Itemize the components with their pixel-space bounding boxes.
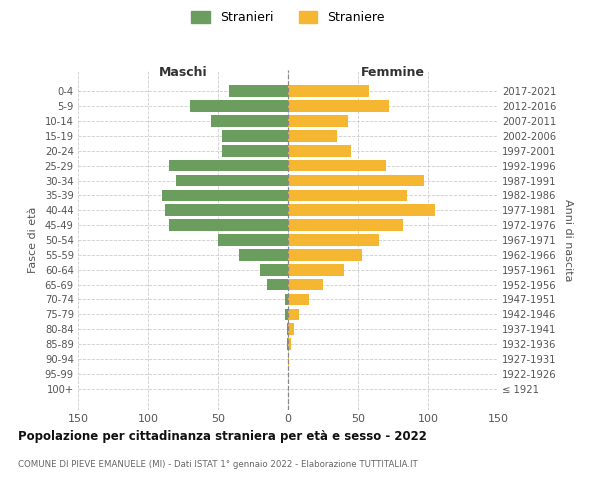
Bar [285,294,288,306]
Legend: Stranieri, Straniere: Stranieri, Straniere [191,11,385,24]
Bar [288,353,289,365]
Bar [260,264,288,276]
Bar [288,100,389,112]
Bar [288,264,344,276]
Y-axis label: Anni di nascita: Anni di nascita [563,198,574,281]
Bar [222,130,288,141]
Bar [165,204,288,216]
Bar [229,86,288,97]
Bar [169,160,288,172]
Bar [218,234,288,246]
Bar [287,324,288,335]
Bar [288,324,293,335]
Bar [288,234,379,246]
Bar [288,115,348,127]
Bar [288,279,323,290]
Bar [288,204,435,216]
Bar [288,338,291,350]
Text: Femmine: Femmine [361,66,425,80]
Bar [211,115,288,127]
Bar [288,249,362,260]
Bar [162,190,288,201]
Bar [288,174,424,186]
Bar [288,308,299,320]
Bar [169,220,288,231]
Bar [190,100,288,112]
Text: Popolazione per cittadinanza straniera per età e sesso - 2022: Popolazione per cittadinanza straniera p… [18,430,427,443]
Text: COMUNE DI PIEVE EMANUELE (MI) - Dati ISTAT 1° gennaio 2022 - Elaborazione TUTTIT: COMUNE DI PIEVE EMANUELE (MI) - Dati IST… [18,460,418,469]
Bar [288,145,351,156]
Bar [288,220,403,231]
Text: Maschi: Maschi [158,66,208,80]
Bar [267,279,288,290]
Bar [288,130,337,141]
Y-axis label: Fasce di età: Fasce di età [28,207,38,273]
Bar [239,249,288,260]
Bar [222,145,288,156]
Bar [288,86,369,97]
Bar [288,294,309,306]
Bar [288,190,407,201]
Bar [176,174,288,186]
Bar [288,160,386,172]
Bar [285,308,288,320]
Bar [287,338,288,350]
